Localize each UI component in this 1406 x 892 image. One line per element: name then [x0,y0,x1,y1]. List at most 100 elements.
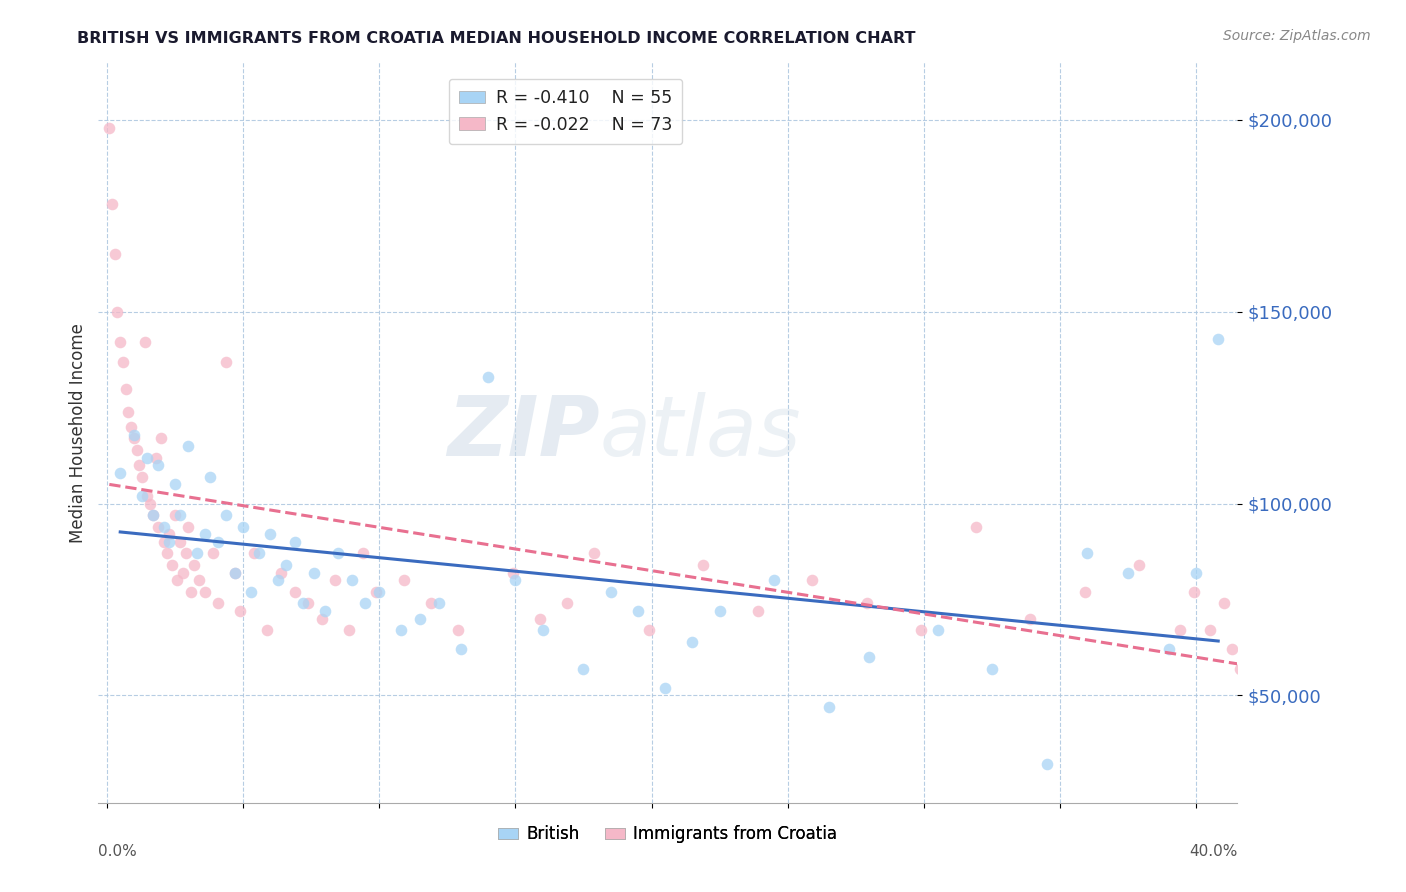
Point [229,604,252,618]
Point [555,596,578,610]
Point [247,546,270,560]
Point [392,574,415,588]
Point [855,596,877,610]
Point [145,450,167,465]
Text: 0.0%: 0.0% [98,844,138,858]
Point [215,508,238,522]
Point [157,527,180,541]
Point [177,439,200,453]
Point [110,335,132,350]
Point [270,566,292,580]
Point [139,497,162,511]
Point [1168,623,1191,637]
Point [242,546,264,560]
Point [172,566,194,580]
Point [965,519,987,533]
Point [134,335,156,350]
Point [927,623,949,637]
Point [337,623,360,637]
Point [709,604,731,618]
Point [284,584,307,599]
Point [1199,623,1222,637]
Point [503,574,526,588]
Point [259,527,281,541]
Legend: British, Immigrants from Croatia: British, Immigrants from Croatia [492,819,844,850]
Point [131,489,153,503]
Point [136,489,159,503]
Point [419,596,441,610]
Text: ZIP: ZIP [447,392,599,473]
Point [122,431,145,445]
Point [583,546,606,560]
Point [117,404,139,418]
Point [409,612,432,626]
Point [314,604,336,618]
Point [174,546,197,560]
Point [1182,584,1205,599]
Point [157,535,180,549]
Point [201,546,224,560]
Point [1159,642,1181,657]
Point [572,661,595,675]
Point [163,508,186,522]
Point [186,546,208,560]
Point [502,566,524,580]
Text: atlas: atlas [599,392,801,473]
Point [160,558,183,572]
Point [311,612,333,626]
Point [1212,596,1234,610]
Point [910,623,932,637]
Point [131,469,153,483]
Point [148,458,170,473]
Point [1220,642,1243,657]
Point [114,382,136,396]
Point [747,604,769,618]
Point [153,535,176,549]
Point [142,508,165,522]
Point [291,596,314,610]
Point [125,442,148,457]
Point [104,247,127,261]
Point [302,566,325,580]
Point [763,574,786,588]
Point [98,120,121,135]
Point [194,527,217,541]
Point [389,623,412,637]
Point [150,431,173,445]
Point [328,546,350,560]
Point [136,450,159,465]
Point [531,623,554,637]
Text: 40.0%: 40.0% [1189,844,1237,858]
Point [207,535,229,549]
Point [692,558,714,572]
Point [1076,546,1098,560]
Point [599,584,621,599]
Point [366,584,388,599]
Point [215,354,238,368]
Point [858,650,880,665]
Point [122,427,145,442]
Point [169,508,191,522]
Point [368,584,391,599]
Text: Source: ZipAtlas.com: Source: ZipAtlas.com [1223,29,1371,43]
Point [1229,661,1251,675]
Point [450,642,472,657]
Point [1128,558,1150,572]
Point [681,634,703,648]
Point [224,566,246,580]
Point [654,681,676,695]
Point [1035,757,1057,772]
Point [240,584,263,599]
Point [148,519,170,533]
Point [447,623,470,637]
Point [325,574,347,588]
Point [142,508,165,522]
Point [188,574,211,588]
Point [207,596,229,610]
Point [297,596,319,610]
Point [166,574,188,588]
Point [153,519,176,533]
Point [163,477,186,491]
Point [101,197,124,211]
Point [1185,566,1208,580]
